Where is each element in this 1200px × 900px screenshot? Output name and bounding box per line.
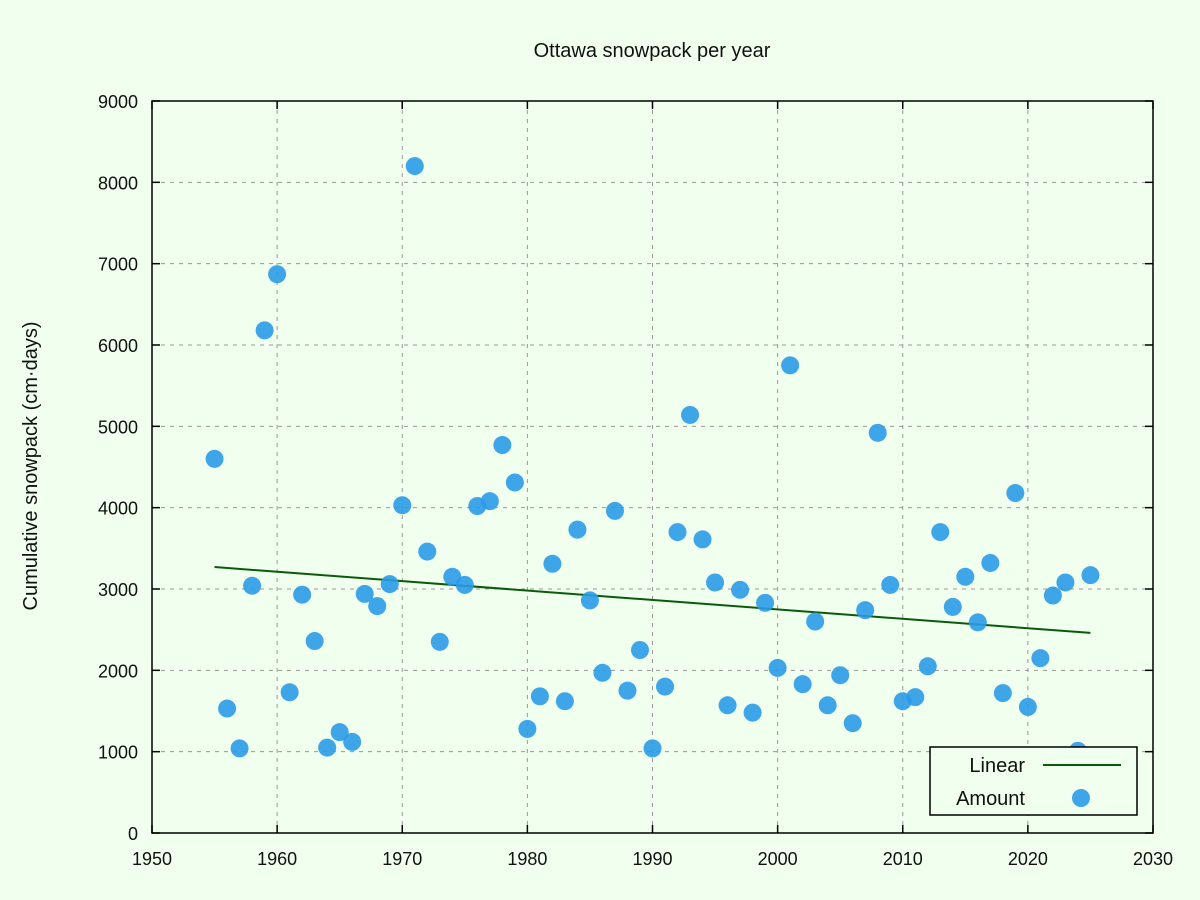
data-point-1971	[405, 157, 424, 176]
data-point-1992	[668, 523, 687, 542]
data-point-1984	[568, 520, 587, 539]
x-tick-label: 2030	[1133, 849, 1173, 869]
data-point-1955	[205, 449, 224, 468]
data-point-1997	[731, 580, 750, 599]
data-point-1994	[693, 530, 712, 549]
legend: Linear Amount	[929, 746, 1138, 816]
data-point-1987	[605, 501, 624, 520]
data-point-1995	[706, 573, 725, 592]
data-point-2001	[781, 356, 800, 375]
x-tick-label: 1950	[132, 849, 172, 869]
data-point-2011	[906, 688, 925, 707]
data-point-1968	[368, 597, 387, 616]
data-point-1963	[305, 632, 324, 651]
data-point-2023	[1056, 573, 1075, 592]
data-point-1962	[293, 585, 312, 604]
y-tick-label: 4000	[98, 499, 138, 519]
data-point-2016	[968, 613, 987, 632]
y-tick-label: 5000	[98, 417, 138, 437]
data-point-2017	[981, 553, 1000, 572]
data-point-1977	[480, 492, 499, 511]
data-point-1982	[543, 554, 562, 573]
data-point-1970	[393, 496, 412, 515]
y-tick-label: 8000	[98, 173, 138, 193]
y-tick-label: 1000	[98, 743, 138, 763]
data-point-2009	[881, 575, 900, 594]
data-point-1961	[280, 683, 299, 702]
chart-title: Ottawa snowpack per year	[534, 40, 771, 62]
data-point-2025	[1081, 566, 1100, 585]
x-tick-label: 1990	[632, 849, 672, 869]
y-tick-label: 9000	[98, 92, 138, 112]
data-series	[205, 157, 1100, 760]
data-point-1981	[530, 687, 549, 706]
data-point-1965	[330, 723, 349, 742]
data-point-2000	[768, 658, 787, 677]
data-point-2018	[993, 684, 1012, 703]
legend-swatch-amount	[1072, 789, 1090, 807]
legend-label-linear: Linear	[969, 755, 1025, 777]
data-point-2005	[831, 666, 850, 685]
y-tick-label: 3000	[98, 580, 138, 600]
data-point-2019	[1006, 484, 1025, 503]
data-point-2004	[818, 696, 837, 715]
data-point-1960	[268, 265, 287, 284]
x-tick-label: 2020	[1008, 849, 1048, 869]
data-point-2008	[868, 423, 887, 442]
data-point-1972	[418, 542, 437, 561]
data-point-1957	[230, 739, 249, 758]
data-point-1967	[355, 584, 374, 603]
data-point-2012	[918, 657, 937, 676]
data-point-1990	[643, 739, 662, 758]
x-tick-label: 1980	[507, 849, 547, 869]
data-point-1991	[656, 677, 675, 696]
data-point-1956	[218, 699, 237, 718]
legend-label-amount: Amount	[956, 788, 1025, 810]
data-point-1988	[618, 681, 637, 700]
y-axis-label: Cumulative snowpack (cm·days)	[20, 322, 42, 611]
data-point-1989	[630, 641, 649, 659]
data-point-2002	[793, 675, 812, 694]
data-point-1959	[255, 321, 274, 340]
data-point-2003	[806, 612, 825, 631]
x-tick-label: 1970	[382, 849, 422, 869]
y-tick-label: 0	[128, 824, 138, 844]
data-point-2022	[1043, 586, 1062, 605]
data-point-1980	[518, 719, 537, 738]
tick-labels: 1950 1960 1970 1980 1990 2000 2010 2020 2030 0 100…	[98, 92, 1173, 869]
data-point-1973	[430, 632, 449, 651]
data-point-2021	[1031, 649, 1050, 668]
data-point-1978	[493, 436, 512, 455]
legend-box	[929, 746, 1138, 816]
data-point-1958	[243, 576, 262, 595]
data-point-2006	[843, 714, 862, 733]
data-point-1986	[593, 663, 612, 682]
plot-frame	[151, 100, 1154, 834]
trend-line-linear	[214, 566, 1091, 634]
data-point-1999	[756, 593, 775, 612]
data-point-1979	[505, 473, 524, 492]
y-tick-label: 7000	[98, 255, 138, 275]
x-tick-label: 1960	[257, 849, 297, 869]
data-point-1996	[718, 696, 737, 715]
data-point-2015	[956, 567, 975, 586]
data-point-1985	[580, 591, 599, 610]
data-point-1983	[555, 692, 574, 711]
y-tick-label: 2000	[98, 661, 138, 681]
data-point-1998	[743, 703, 762, 722]
data-point-2013	[931, 523, 950, 542]
x-tick-label: 2010	[883, 849, 923, 869]
data-point-1975	[455, 575, 474, 594]
data-point-2020	[1018, 697, 1037, 716]
data-point-1966	[343, 732, 362, 751]
x-tick-label: 2000	[758, 849, 798, 869]
data-point-1969	[380, 575, 399, 594]
data-point-2007	[856, 601, 875, 620]
data-point-1964	[318, 738, 337, 757]
data-point-1993	[681, 405, 700, 424]
y-tick-label: 6000	[98, 336, 138, 356]
data-point-2014	[943, 597, 962, 616]
